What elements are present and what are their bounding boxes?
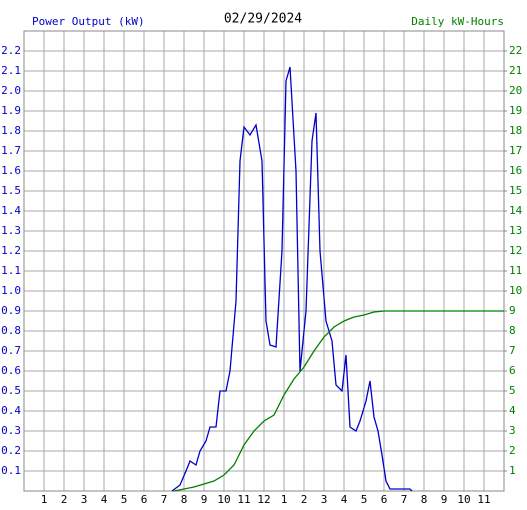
x-tick-label: 8 xyxy=(421,493,428,506)
y2-tick-label: 15 xyxy=(509,184,522,197)
y-tick-label: 0.8 xyxy=(1,324,21,337)
x-tick-label: 7 xyxy=(401,493,408,506)
y2-tick-label: 10 xyxy=(509,284,522,297)
y-tick-label: 1.9 xyxy=(1,104,21,117)
y2-tick-label: 21 xyxy=(509,64,522,77)
y2-tick-label: 4 xyxy=(509,404,516,417)
y-tick-label: 0.2 xyxy=(1,444,21,457)
y2-tick-label: 7 xyxy=(509,344,516,357)
x-tick-label: 12 xyxy=(257,493,270,506)
y-tick-label: 0.6 xyxy=(1,364,21,377)
x-tick-label: 11 xyxy=(237,493,250,506)
data-line xyxy=(173,310,504,492)
y2-tick-label: 2 xyxy=(509,444,516,457)
y-tick-label: 1.7 xyxy=(1,144,21,157)
x-tick-label: 2 xyxy=(61,493,68,506)
y-tick-label: 0.9 xyxy=(1,304,21,317)
y-tick-label: 0.5 xyxy=(1,384,21,397)
x-tick-label: 8 xyxy=(181,493,188,506)
y-tick-label: 1.6 xyxy=(1,164,21,177)
x-tick-label: 5 xyxy=(121,493,128,506)
x-tick-label: 1 xyxy=(41,493,48,506)
x-tick-label: 1 xyxy=(281,493,288,506)
x-tick-label: 11 xyxy=(477,493,490,506)
data-line xyxy=(171,66,413,492)
y2-tick-label: 14 xyxy=(509,204,523,217)
y2-tick-label: 19 xyxy=(509,104,522,117)
y-tick-label: 2.1 xyxy=(1,64,21,77)
y-tick-label: 1.0 xyxy=(1,284,21,297)
y2-tick-label: 9 xyxy=(509,304,516,317)
y-tick-label: 1.4 xyxy=(1,204,21,217)
y2-tick-label: 6 xyxy=(509,364,516,377)
x-tick-label: 2 xyxy=(301,493,308,506)
y-tick-label: 0.7 xyxy=(1,344,21,357)
y2-tick-label: 18 xyxy=(509,124,522,137)
y-tick-label: 1.2 xyxy=(1,244,21,257)
x-tick-label: 4 xyxy=(341,493,348,506)
x-tick-label: 6 xyxy=(141,493,148,506)
x-tick-label: 6 xyxy=(381,493,388,506)
y2-tick-label: 16 xyxy=(509,164,522,177)
y-tick-label: 1.5 xyxy=(1,184,21,197)
y2-axis-label: Daily kW-Hours xyxy=(411,15,504,28)
x-tick-label: 9 xyxy=(441,493,448,506)
y2-tick-label: 8 xyxy=(509,324,516,337)
y2-tick-label: 12 xyxy=(509,244,522,257)
y2-tick-label: 5 xyxy=(509,384,516,397)
y-tick-label: 0.4 xyxy=(1,404,21,417)
y2-tick-label: 20 xyxy=(509,84,522,97)
y-tick-label: 0.1 xyxy=(1,464,21,477)
y2-tick-label: 11 xyxy=(509,264,522,277)
y-tick-label: 1.1 xyxy=(1,264,21,277)
x-tick-label: 3 xyxy=(81,493,88,506)
y-tick-label: 1.8 xyxy=(1,124,21,137)
y2-tick-label: 13 xyxy=(509,224,522,237)
y-tick-label: 2.0 xyxy=(1,84,21,97)
y-tick-label: 1.3 xyxy=(1,224,21,237)
y-tick-label: 0.3 xyxy=(1,424,21,437)
x-tick-label: 3 xyxy=(321,493,328,506)
x-tick-label: 10 xyxy=(457,493,470,506)
x-tick-label: 5 xyxy=(361,493,368,506)
x-tick-label: 7 xyxy=(161,493,168,506)
x-tick-label: 10 xyxy=(217,493,230,506)
y2-tick-label: 17 xyxy=(509,144,522,157)
x-tick-label: 9 xyxy=(201,493,208,506)
y-tick-label: 2.2 xyxy=(1,44,21,57)
y-axis-label: Power Output (kW) xyxy=(32,15,145,28)
plot-border xyxy=(23,30,505,492)
x-tick-label: 4 xyxy=(101,493,108,506)
y2-tick-label: 3 xyxy=(509,424,516,437)
chart-title: 02/29/2024 xyxy=(224,12,302,27)
y2-tick-label: 1 xyxy=(509,464,516,477)
y2-tick-label: 22 xyxy=(509,44,522,57)
